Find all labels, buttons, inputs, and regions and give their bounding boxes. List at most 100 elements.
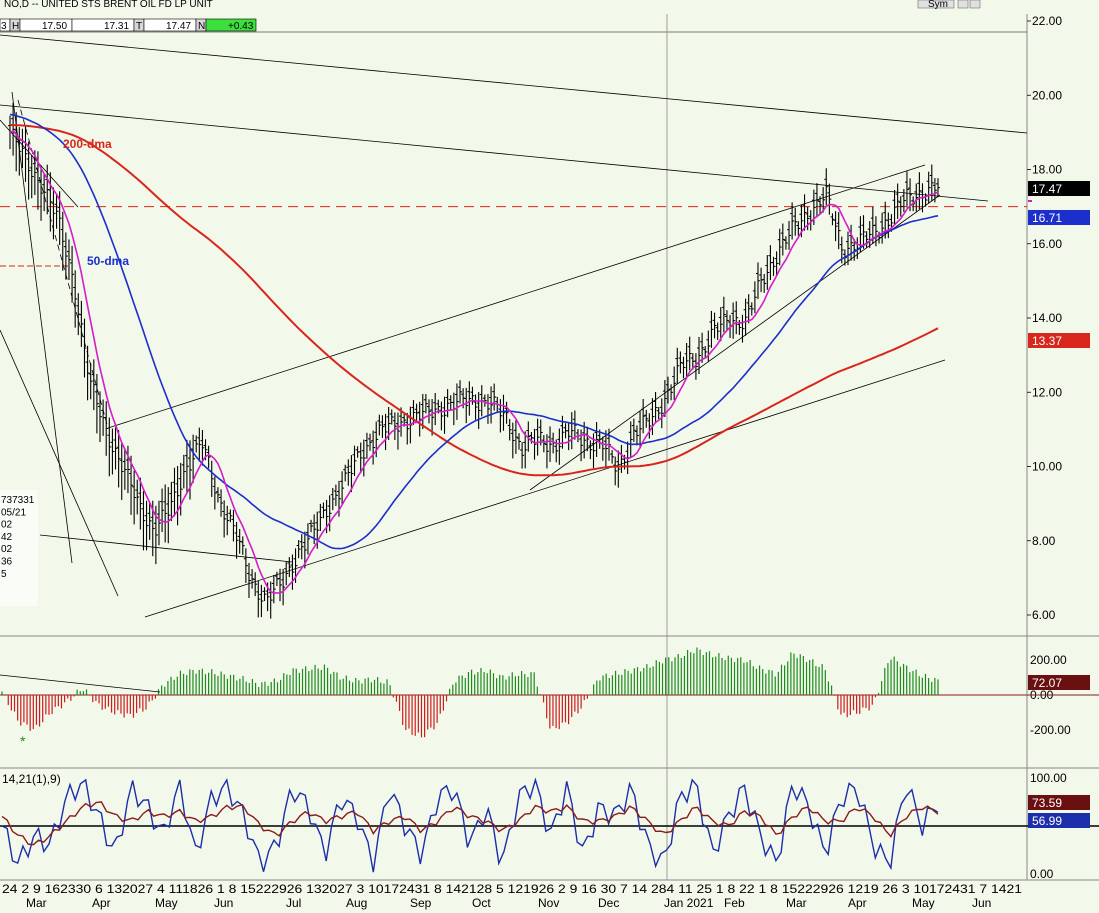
trendline-flat	[39, 534, 293, 563]
price-bar	[268, 581, 273, 619]
price-bar	[827, 183, 832, 215]
price-bar	[886, 212, 891, 239]
price-bar	[188, 440, 193, 500]
oscillator-bars	[1, 647, 939, 738]
price-bar	[271, 574, 276, 604]
price-bar	[318, 503, 323, 531]
price-bar	[215, 487, 220, 503]
price-bar	[82, 318, 87, 378]
price-bar	[262, 587, 267, 602]
price-tick-label: 16.00	[1032, 237, 1062, 251]
price-bar	[51, 187, 56, 240]
price-bar	[873, 216, 878, 247]
price-bars	[8, 102, 940, 619]
price-bar	[219, 489, 224, 517]
price-bar	[755, 262, 760, 300]
month-label: Jul	[286, 896, 301, 910]
left-stub: 3	[1, 21, 7, 32]
price-axis: 22.00 20.00 18.00 16.00 14.00 12.00 10.00 8.00 6…	[1027, 14, 1062, 622]
price-bar	[880, 212, 885, 244]
price-bar	[358, 442, 363, 474]
price-bar	[222, 500, 227, 538]
price-bar	[138, 477, 143, 530]
price-bar	[259, 584, 264, 618]
price-bar	[281, 568, 286, 606]
month-label: Jan 2021	[664, 896, 714, 910]
price-bar	[824, 168, 829, 206]
price-bar	[66, 239, 71, 281]
price-bar	[492, 383, 497, 411]
price-bar	[349, 455, 354, 493]
month-label: Mar	[26, 896, 47, 910]
price-bar	[237, 528, 242, 554]
price-bar	[253, 572, 258, 597]
price-bar	[675, 347, 680, 384]
stochastic-d-line	[1, 801, 939, 846]
price-bar	[175, 466, 180, 526]
price-bar	[541, 434, 546, 453]
price-bar	[240, 536, 245, 555]
price-bar	[420, 394, 425, 430]
price-bar	[603, 430, 608, 467]
price-tick-label: 22.00	[1032, 14, 1062, 28]
trendline-resistance	[0, 104, 989, 202]
price-bar	[11, 102, 16, 156]
price-bar	[572, 410, 577, 440]
price-bar	[110, 428, 115, 475]
price-bar	[327, 495, 332, 532]
price-bar	[914, 183, 919, 212]
price-bar	[650, 398, 655, 436]
price-bar	[284, 561, 289, 586]
price-bar	[535, 418, 540, 456]
month-label: Jun	[214, 896, 233, 910]
price-bar	[610, 450, 615, 464]
side-legend-item: 42	[1, 532, 13, 543]
price-bar	[352, 445, 357, 476]
month-label: Apr	[848, 896, 867, 910]
price-bar	[818, 196, 823, 214]
oscillator-flag: 72.07	[1032, 676, 1062, 690]
price-bar	[665, 376, 670, 404]
price-bar	[802, 194, 807, 231]
price-bar	[178, 462, 183, 516]
trendline-long-resistance	[0, 34, 1028, 134]
toolbar-button-3[interactable]	[969, 0, 981, 9]
price-bar	[721, 296, 726, 333]
price-bar	[762, 273, 767, 293]
price-bar	[135, 479, 140, 515]
symbol-title: NO,D -- UNITED STS BRENT OIL FD LP UNIT	[4, 0, 213, 10]
low-value: 17.31	[104, 21, 129, 32]
toolbar-button-2[interactable]	[957, 0, 969, 9]
price-bar	[76, 293, 81, 336]
price-bar	[160, 488, 165, 532]
price-bar	[371, 430, 376, 465]
price-bar	[122, 449, 127, 490]
price-bar	[411, 400, 416, 425]
symbol-button[interactable]: Sym	[928, 0, 948, 10]
price-bar	[91, 359, 96, 411]
price-bar	[98, 391, 103, 443]
stochastic-axis: 100.00 0.00	[1030, 771, 1067, 881]
price-bar	[936, 178, 940, 198]
trendline-downtrend-steep	[11, 91, 73, 564]
price-bar	[895, 183, 900, 219]
axis-background	[1027, 0, 1099, 913]
price-tick-label: 20.00	[1032, 88, 1062, 102]
toolbar-buttons[interactable]: Sym	[917, 0, 981, 10]
price-bar	[243, 548, 248, 583]
price-bar	[805, 206, 810, 231]
oscillator-trendline	[0, 674, 161, 693]
last-price-flag: 17.47	[1032, 182, 1062, 196]
price-tick-label: 10.00	[1032, 460, 1062, 474]
price-bar	[184, 439, 189, 493]
price-bar	[442, 396, 447, 434]
price-bar	[169, 481, 174, 521]
price-bar	[79, 300, 84, 347]
price-bar	[628, 421, 633, 458]
price-bar	[507, 419, 512, 441]
ma50-line	[9, 113, 939, 550]
ma200-flag: 13.37	[1032, 334, 1062, 348]
price-bar	[129, 455, 134, 515]
